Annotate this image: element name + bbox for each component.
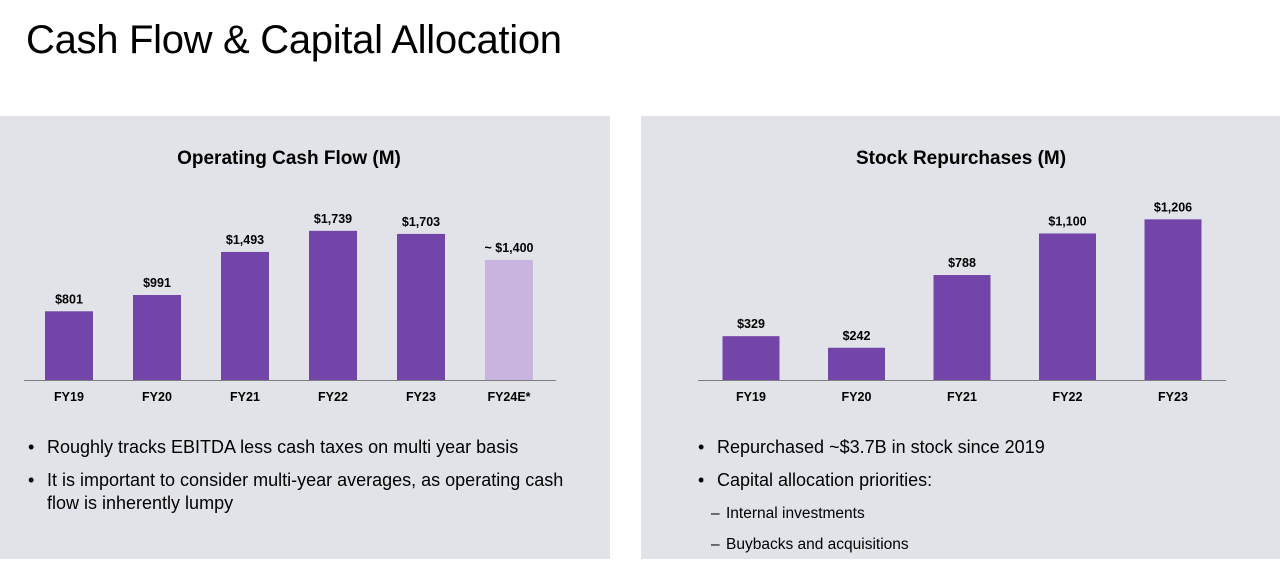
x-tick-label: FY22 — [318, 390, 348, 404]
x-tick-label: FY19 — [54, 390, 84, 404]
data-label: $1,739 — [314, 212, 352, 226]
bar-fy21 — [221, 251, 269, 380]
data-label: $788 — [948, 256, 976, 270]
bar-fy23 — [397, 233, 445, 380]
operating-cash-flow-chart: Operating Cash Flow (M) $801 FY19 $991 FY20 $… — [24, 148, 556, 404]
data-label: $242 — [843, 329, 871, 343]
chart-title: Stock Repurchases (M) — [856, 148, 1066, 169]
page-title: Cash Flow & Capital Allocation — [26, 18, 562, 62]
bar-fy24e — [485, 259, 533, 380]
bar-fy20 — [133, 294, 181, 380]
operating-cash-flow-panel: Operating Cash Flow (M) $801 FY19 $991 FY20 $… — [0, 116, 610, 559]
x-tick-label: FY22 — [1053, 390, 1083, 404]
x-tick-label: FY23 — [1158, 390, 1188, 404]
data-label: $1,206 — [1154, 200, 1192, 214]
sub-bullet-item: Buybacks and acquisitions — [698, 533, 1258, 556]
data-label: $1,493 — [226, 233, 264, 247]
x-tick-label: FY24E* — [487, 390, 530, 404]
bar-fy22 — [309, 230, 357, 380]
data-label: $1,703 — [402, 215, 440, 229]
x-tick-label: FY20 — [842, 390, 872, 404]
stock-repurchases-chart: Stock Repurchases (M) $329 FY19 $242 FY20 $78… — [698, 148, 1226, 404]
capital-allocation-notes: Repurchased ~$3.7B in stock since 2019 Ca… — [698, 436, 1258, 564]
x-tick-label: FY23 — [406, 390, 436, 404]
data-label: $1,100 — [1048, 214, 1086, 228]
x-tick-label: FY21 — [230, 390, 260, 404]
bar-fy23 — [1144, 219, 1202, 380]
chart-title: Operating Cash Flow (M) — [177, 148, 401, 169]
bar-fy22 — [1039, 233, 1096, 380]
operating-cash-flow-notes: Roughly tracks EBITDA less cash taxes on… — [28, 436, 588, 525]
bar-fy21 — [933, 275, 991, 380]
bar-fy19 — [722, 336, 780, 380]
bullet-item: It is important to consider multi-year a… — [28, 469, 588, 515]
x-tick-label: FY20 — [142, 390, 172, 404]
stock-repurchases-panel: Stock Repurchases (M) $329 FY19 $242 FY20 $78… — [641, 116, 1280, 559]
bullet-item: Capital allocation priorities: — [698, 469, 1258, 492]
bar-fy20 — [828, 347, 885, 380]
data-label: $329 — [737, 317, 765, 331]
data-label: $801 — [55, 292, 83, 306]
sub-bullet-item: Internal investments — [698, 502, 1258, 525]
data-label: $991 — [143, 276, 171, 290]
bullet-item: Repurchased ~$3.7B in stock since 2019 — [698, 436, 1258, 459]
bullet-item: Roughly tracks EBITDA less cash taxes on… — [28, 436, 588, 459]
x-tick-label: FY21 — [947, 390, 977, 404]
bar-fy19 — [45, 311, 93, 380]
x-tick-label: FY19 — [736, 390, 766, 404]
data-label: ~ $1,400 — [484, 241, 533, 255]
